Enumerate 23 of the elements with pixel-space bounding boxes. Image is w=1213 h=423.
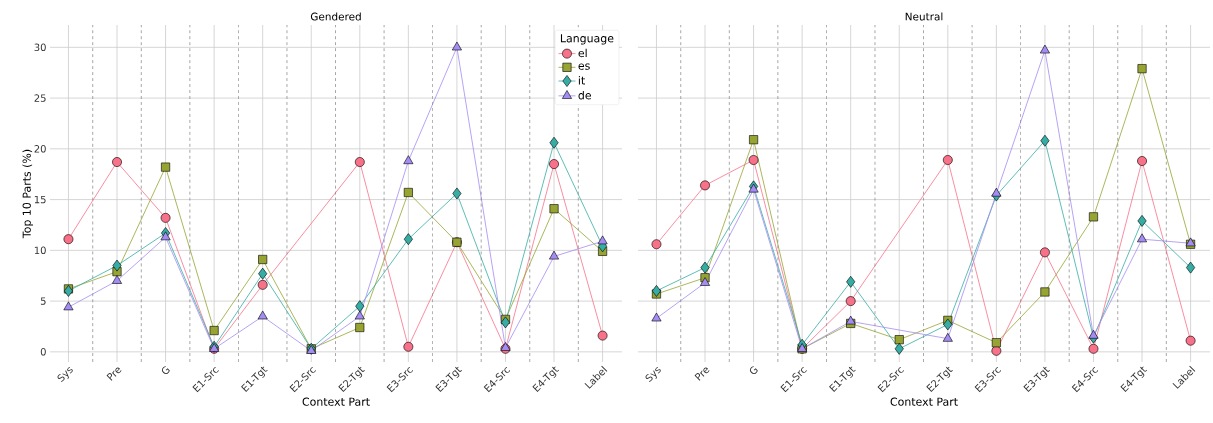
y-axis-title: Top 10 Parts (%) [22,149,33,239]
y-tick-label: 20 [34,145,46,153]
legend-label: it [578,76,585,85]
x-tick-label: Sys [645,367,661,382]
y-tick-label: 30 [34,43,46,52]
y-tick-label: 0 [40,348,46,356]
x-tick-label: Pre [106,367,122,381]
y-tick-label: 5 [40,297,46,305]
y-tick-label: 25 [34,94,46,102]
legend-title: Language [560,34,614,45]
legend-label: el [578,48,587,58]
chart-title: Gendered [310,12,361,21]
y-tick-label: 15 [34,195,46,204]
x-tick-label: Pre [694,367,710,381]
x-axis-title: Context Part [302,397,370,406]
x-axis-title: Context Part [890,397,958,406]
y-tick-label: 10 [34,246,46,255]
x-tick-label: Sys [57,367,73,382]
x-tick-label: G [749,366,758,375]
x-tick-label: G [161,366,170,375]
legend-label: de [578,90,591,100]
chart-title: Neutral [905,12,943,21]
legend-label: es [578,63,590,70]
